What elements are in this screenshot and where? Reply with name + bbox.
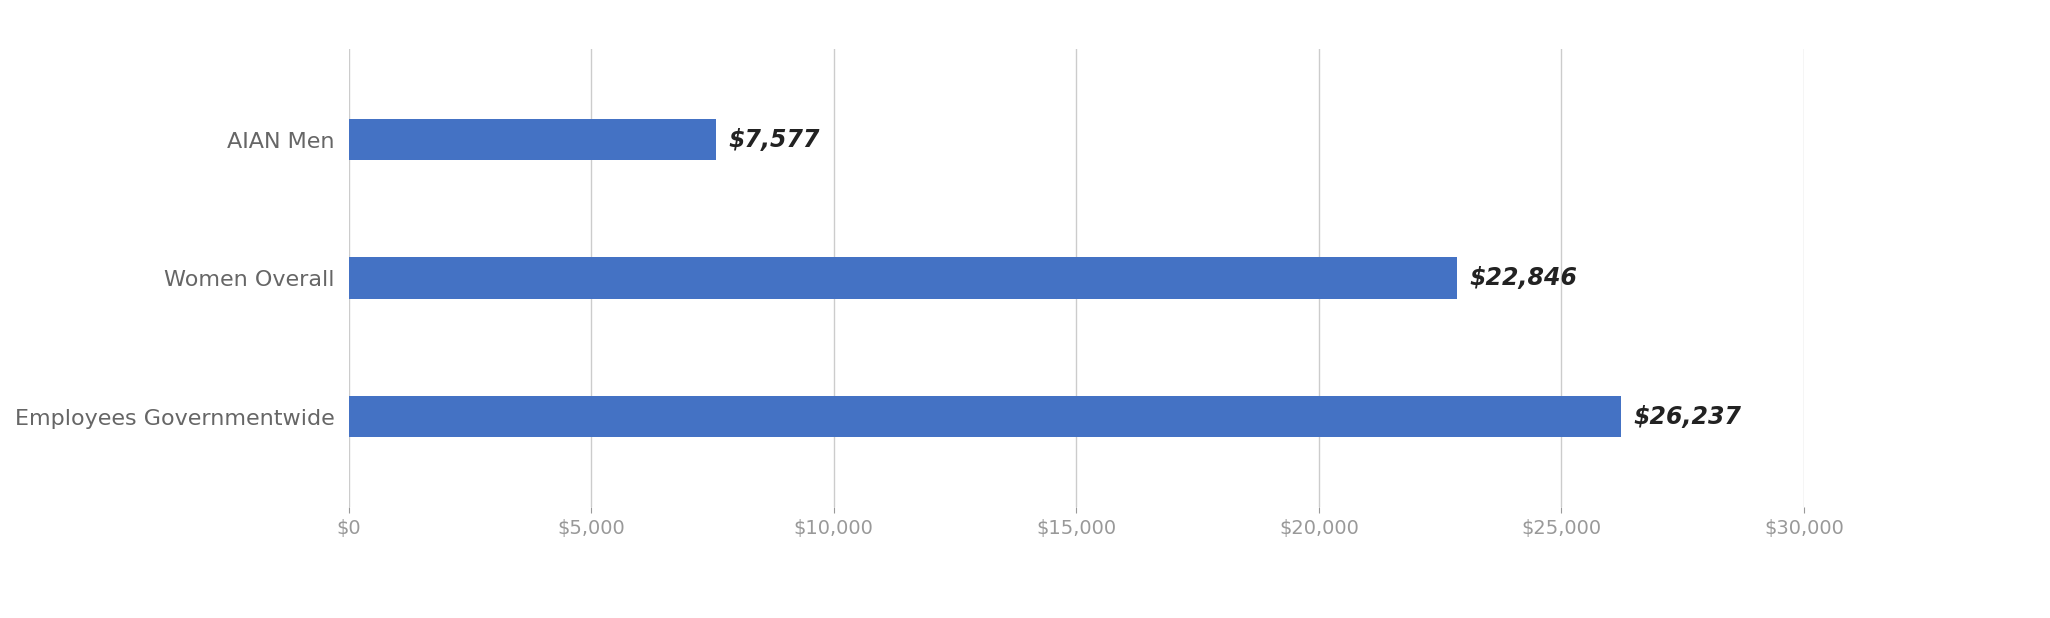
Text: $26,237: $26,237 bbox=[1634, 405, 1742, 429]
Bar bbox=[348, 257, 1458, 299]
Bar bbox=[348, 396, 1622, 438]
Bar bbox=[348, 119, 715, 160]
Text: $7,577: $7,577 bbox=[728, 127, 820, 151]
Text: $22,846: $22,846 bbox=[1470, 266, 1576, 290]
